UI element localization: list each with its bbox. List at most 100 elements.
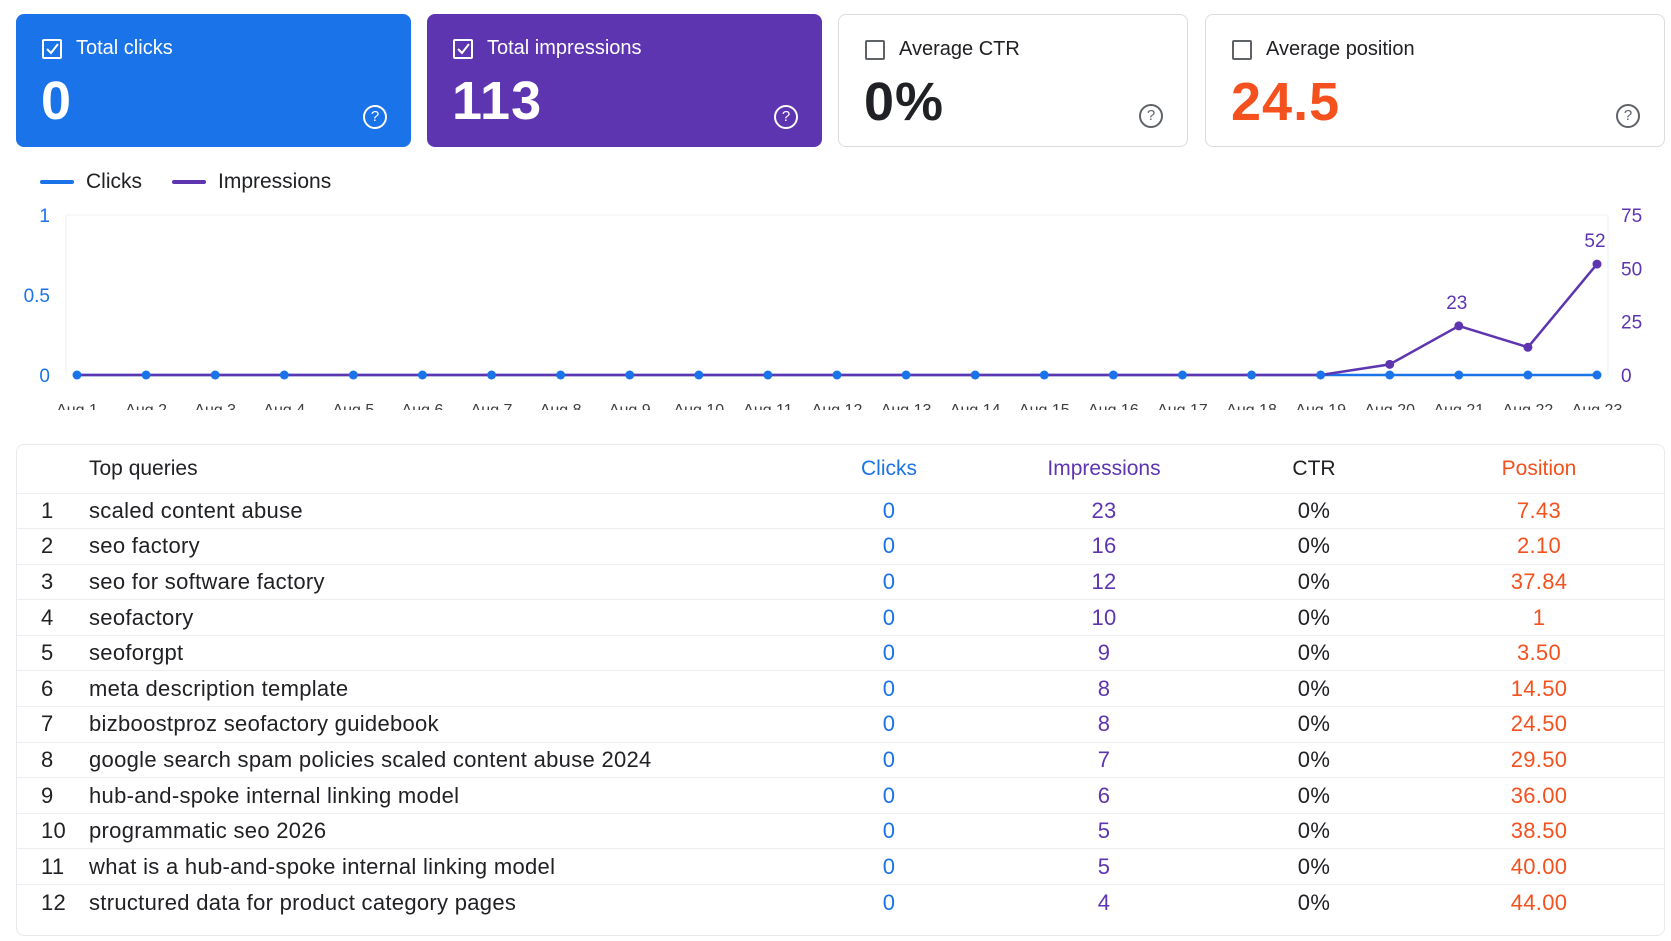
x-tick-label: Aug 17 <box>1157 402 1208 410</box>
card-label: Total impressions <box>487 37 642 59</box>
clicks-point <box>1316 370 1326 380</box>
clicks-point <box>487 370 497 380</box>
impressions-point <box>1592 259 1602 269</box>
total-clicks-card[interactable]: Total clicks 0 ? <box>16 14 411 147</box>
x-tick-label: Aug 21 <box>1433 402 1484 410</box>
x-tick-label: Aug 13 <box>881 402 932 410</box>
help-circle-icon[interactable]: ? <box>363 105 387 129</box>
query-cell: seoforgpt <box>89 634 784 671</box>
clicks-cell: 0 <box>784 741 994 778</box>
impressions-point <box>1523 342 1533 352</box>
position-cell: 14.50 <box>1414 670 1664 707</box>
ctr-cell: 0% <box>1214 492 1414 529</box>
help-circle-icon[interactable]: ? <box>1616 104 1640 128</box>
header-ctr[interactable]: CTR <box>1292 456 1336 480</box>
impressions-data-label: 52 <box>1584 231 1605 252</box>
average-ctr-card[interactable]: Average CTR 0% ? <box>838 14 1188 147</box>
x-tick-label: Aug 9 <box>609 402 651 410</box>
x-tick-label: Aug 8 <box>540 402 582 410</box>
y-left-tick-label: 0 <box>39 366 50 387</box>
impressions-cell: 8 <box>994 706 1214 743</box>
table-row[interactable]: 4 seofactory 0 10 0% 1 <box>17 599 1664 636</box>
clicks-cell: 0 <box>784 848 994 885</box>
x-tick-label: Aug 16 <box>1088 402 1139 410</box>
table-row[interactable]: 11 what is a hub-and-spoke internal linki… <box>17 848 1664 885</box>
x-tick-label: Aug 3 <box>194 402 236 410</box>
table-row[interactable]: 6 meta description template 0 8 0% 14.50 <box>17 670 1664 707</box>
position-cell: 3.50 <box>1414 634 1664 671</box>
table-row[interactable]: 9 hub-and-spoke internal linking model 0 6 0… <box>17 777 1664 814</box>
x-tick-label: Aug 1 <box>56 402 98 410</box>
table-row[interactable]: 2 seo factory 0 16 0% 2.10 <box>17 528 1664 565</box>
row-number: 4 <box>17 599 89 636</box>
card-value: 24.5 <box>1231 72 1341 132</box>
header-top-queries[interactable]: Top queries <box>89 456 198 480</box>
clicks-point <box>763 370 773 380</box>
header-impressions[interactable]: Impressions <box>1047 456 1161 480</box>
x-tick-label: Aug 6 <box>402 402 444 410</box>
table-row[interactable]: 5 seoforgpt 0 9 0% 3.50 <box>17 634 1664 671</box>
clicks-cell: 0 <box>784 634 994 671</box>
clicks-point <box>970 370 980 380</box>
table-row[interactable]: 8 google search spam policies scaled cont… <box>17 741 1664 778</box>
clicks-point <box>901 370 911 380</box>
card-label: Total clicks <box>76 37 173 59</box>
checkbox-empty-icon[interactable] <box>865 40 885 60</box>
row-number: 3 <box>17 563 89 600</box>
card-value: 0% <box>864 72 945 132</box>
clicks-point <box>1177 370 1187 380</box>
clicks-point <box>141 370 151 380</box>
y-left-tick-label: 1 <box>39 206 50 227</box>
position-cell: 38.50 <box>1414 812 1664 849</box>
impressions-cell: 6 <box>994 777 1214 814</box>
ctr-cell: 0% <box>1214 741 1414 778</box>
ctr-cell: 0% <box>1214 777 1414 814</box>
clicks-point <box>832 370 842 380</box>
x-tick-label: Aug 20 <box>1364 402 1415 410</box>
card-value: 113 <box>452 71 543 131</box>
clicks-cell: 0 <box>784 599 994 636</box>
query-cell: what is a hub-and-spoke internal linking… <box>89 848 784 885</box>
header-clicks[interactable]: Clicks <box>861 456 917 480</box>
table-row[interactable]: 1 scaled content abuse 0 23 0% 7.43 <box>17 492 1664 529</box>
clicks-point <box>210 370 220 380</box>
checkbox-checked-icon[interactable] <box>42 39 62 59</box>
average-position-card[interactable]: Average position 24.5 ? <box>1205 14 1665 147</box>
top-queries-panel: Top queries Clicks Impressions CTR Posit… <box>16 444 1665 936</box>
total-impressions-card[interactable]: Total impressions 113 ? <box>427 14 822 147</box>
help-circle-icon[interactable]: ? <box>774 105 798 129</box>
row-number: 8 <box>17 741 89 778</box>
legend-label-impressions: Impressions <box>218 170 332 193</box>
clicks-cell: 0 <box>784 812 994 849</box>
position-cell: 7.43 <box>1414 492 1664 529</box>
checkbox-empty-icon[interactable] <box>1232 40 1252 60</box>
impressions-cell: 5 <box>994 848 1214 885</box>
impressions-cell: 16 <box>994 528 1214 565</box>
table-row[interactable]: 12 structured data for product category p… <box>17 884 1664 921</box>
x-tick-label: Aug 4 <box>263 402 305 410</box>
impressions-cell: 9 <box>994 634 1214 671</box>
clicks-point <box>556 370 566 380</box>
help-circle-icon[interactable]: ? <box>1139 104 1163 128</box>
x-tick-label: Aug 5 <box>332 402 374 410</box>
table-row[interactable]: 3 seo for software factory 0 12 0% 37.84 <box>17 563 1664 600</box>
position-cell: 40.00 <box>1414 848 1664 885</box>
table-row[interactable]: 10 programmatic seo 2026 0 5 0% 38.50 <box>17 812 1664 849</box>
query-cell: programmatic seo 2026 <box>89 812 784 849</box>
clicks-point <box>417 370 427 380</box>
clicks-point <box>1385 370 1395 380</box>
legend-swatch-impressions <box>172 180 206 184</box>
query-cell: bizboostproz seofactory guidebook <box>89 706 784 743</box>
impressions-cell: 7 <box>994 741 1214 778</box>
position-cell: 29.50 <box>1414 741 1664 778</box>
header-position[interactable]: Position <box>1501 456 1577 480</box>
y-right-tick-label: 25 <box>1621 313 1642 334</box>
checkbox-checked-icon[interactable] <box>453 39 473 59</box>
legend-item-impressions: Impressions <box>172 170 331 194</box>
clicks-cell: 0 <box>784 492 994 529</box>
legend-swatch-clicks <box>40 180 74 184</box>
table-row[interactable]: 7 bizboostproz seofactory guidebook 0 8 0% 24… <box>17 706 1664 743</box>
impressions-cell: 4 <box>994 884 1214 921</box>
card-label: Average position <box>1266 38 1415 60</box>
x-tick-label: Aug 18 <box>1226 402 1277 410</box>
